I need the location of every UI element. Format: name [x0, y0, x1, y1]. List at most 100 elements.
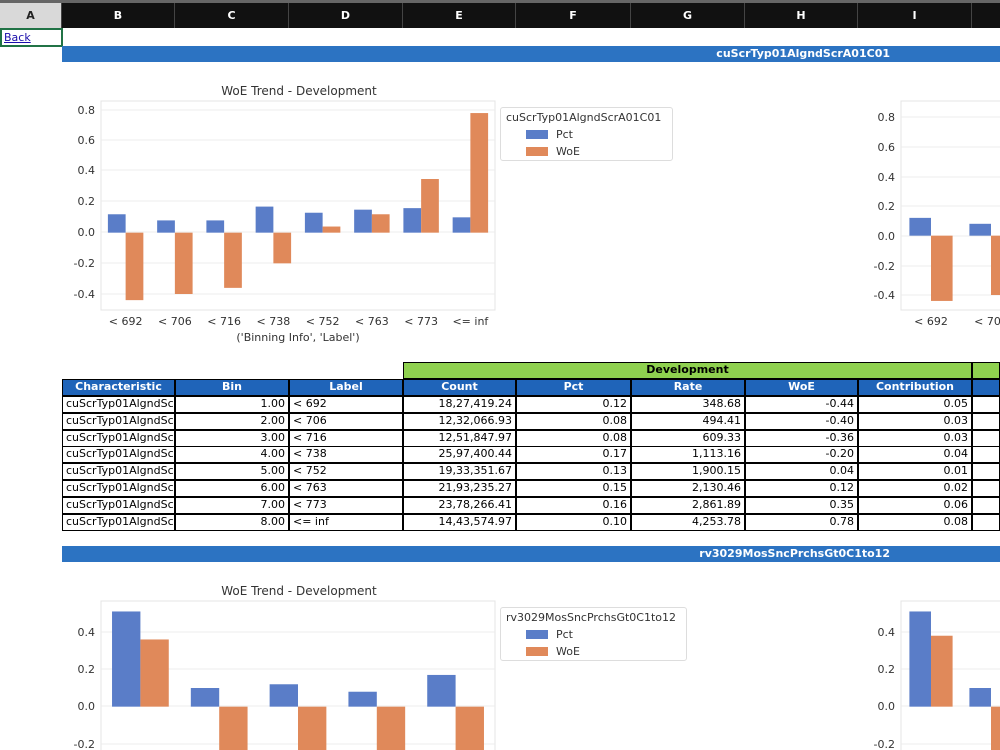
table-cell[interactable]: 0.04: [858, 446, 972, 464]
table-cell[interactable]: <= inf: [289, 513, 403, 531]
table-cell[interactable]: 21,93,235.27: [403, 480, 516, 497]
table-cell[interactable]: cuScrTyp01AlgndSc: [62, 446, 175, 464]
table-cell[interactable]: -0.44: [745, 396, 858, 413]
table-cell[interactable]: 0.17: [516, 446, 631, 464]
table-cell[interactable]: 0.16: [516, 496, 631, 514]
table-cell[interactable]: cuScrTyp01AlgndSc: [62, 513, 175, 531]
table-cell[interactable]: 6.00: [175, 480, 289, 497]
column-header-a[interactable]: A: [0, 3, 62, 28]
column-header-d[interactable]: D: [289, 3, 403, 28]
table-cell[interactable]: 0.78: [745, 513, 858, 531]
column-header-b[interactable]: B: [62, 3, 175, 28]
table-cell[interactable]: -0.40: [745, 412, 858, 430]
table-cell[interactable]: 3.00: [175, 429, 289, 447]
table-cell[interactable]: < 763: [289, 480, 403, 497]
table-cell[interactable]: [972, 480, 1000, 497]
table-cell[interactable]: 25,97,400.44: [403, 446, 516, 464]
table-cell[interactable]: 1,900.15: [631, 463, 745, 481]
table-cell[interactable]: 0.08: [516, 412, 631, 430]
table-cell[interactable]: [972, 496, 1000, 514]
table-cell[interactable]: cuScrTyp01AlgndSc: [62, 480, 175, 497]
legend-swatch: [526, 630, 548, 639]
table-cell[interactable]: 0.10: [516, 513, 631, 531]
table-cell[interactable]: < 752: [289, 463, 403, 481]
table-cell[interactable]: 2,861.89: [631, 496, 745, 514]
table-cell[interactable]: 0.02: [858, 480, 972, 497]
table-cell[interactable]: -0.20: [745, 446, 858, 464]
table-cell[interactable]: -0.36: [745, 429, 858, 447]
table-cell[interactable]: 4,253.78: [631, 513, 745, 531]
back-link[interactable]: Back: [0, 28, 63, 47]
table-cell[interactable]: 12,32,066.93: [403, 412, 516, 430]
y-tick-label: 0.4: [878, 171, 896, 184]
column-header-g[interactable]: G: [631, 3, 745, 28]
table-cell[interactable]: 7.00: [175, 496, 289, 514]
table-cell[interactable]: 0.08: [516, 429, 631, 447]
table-cell[interactable]: 18,27,419.24: [403, 396, 516, 413]
table-cell[interactable]: cuScrTyp01AlgndSc: [62, 463, 175, 481]
table-cell[interactable]: < 773: [289, 496, 403, 514]
table-cell[interactable]: 19,33,351.67: [403, 463, 516, 481]
table-cell[interactable]: 23,78,266.41: [403, 496, 516, 514]
table-cell[interactable]: 8.00: [175, 513, 289, 531]
x-tick-label: < 692: [109, 315, 143, 328]
table-cell[interactable]: 609.33: [631, 429, 745, 447]
bar-pct: [269, 684, 298, 707]
column-header-f[interactable]: F: [516, 3, 631, 28]
table-cell[interactable]: 0.13: [516, 463, 631, 481]
table-cell[interactable]: 14,43,574.97: [403, 513, 516, 531]
bar-pct: [304, 212, 323, 233]
table-cell[interactable]: < 692: [289, 396, 403, 413]
table-cell[interactable]: 0.08: [858, 513, 972, 531]
table-cell[interactable]: 5.00: [175, 463, 289, 481]
table-cell[interactable]: < 738: [289, 446, 403, 464]
table-cell[interactable]: [972, 463, 1000, 481]
legend-item-pct: Pct: [501, 126, 672, 143]
y-tick-label: 0.6: [878, 141, 896, 154]
column-header-e[interactable]: E: [403, 3, 516, 28]
y-tick-label: 0.4: [78, 164, 96, 177]
table-cell[interactable]: 0.12: [516, 396, 631, 413]
column-header-i[interactable]: I: [858, 3, 972, 28]
table-cell[interactable]: 0.05: [858, 396, 972, 413]
table-cell[interactable]: [972, 446, 1000, 464]
legend-title: cuScrTyp01AlgndScrA01C01: [506, 111, 662, 124]
table-cell[interactable]: 2,130.46: [631, 480, 745, 497]
table-cell[interactable]: 494.41: [631, 412, 745, 430]
table-cell[interactable]: 0.03: [858, 412, 972, 430]
table-cell[interactable]: 12,51,847.97: [403, 429, 516, 447]
table-cell[interactable]: 0.35: [745, 496, 858, 514]
table-cell[interactable]: 0.03: [858, 429, 972, 447]
table-cell[interactable]: [972, 412, 1000, 430]
table-cell[interactable]: 4.00: [175, 446, 289, 464]
table-cell[interactable]: cuScrTyp01AlgndSc: [62, 396, 175, 413]
table-cell[interactable]: 0.06: [858, 496, 972, 514]
column-header-c[interactable]: C: [175, 3, 289, 28]
table-cell[interactable]: 0.04: [745, 463, 858, 481]
y-tick-label: 0.4: [78, 626, 96, 639]
bar-pct: [157, 220, 175, 233]
table-cell[interactable]: 0.01: [858, 463, 972, 481]
table-cell[interactable]: [972, 396, 1000, 413]
table-cell[interactable]: 1.00: [175, 396, 289, 413]
table-header-pct: Pct: [516, 379, 631, 396]
x-tick-label: < 763: [355, 315, 389, 328]
y-tick-label: 0.2: [78, 195, 96, 208]
table-cell[interactable]: 0.15: [516, 480, 631, 497]
table-cell[interactable]: 0.12: [745, 480, 858, 497]
table-cell[interactable]: < 706: [289, 412, 403, 430]
table-cell[interactable]: cuScrTyp01AlgndSc: [62, 429, 175, 447]
table-cell[interactable]: [972, 429, 1000, 447]
table-cell[interactable]: [972, 513, 1000, 531]
bar-woe: [421, 179, 439, 233]
table-cell[interactable]: 2.00: [175, 412, 289, 430]
table-cell[interactable]: 348.68: [631, 396, 745, 413]
table-cell[interactable]: cuScrTyp01AlgndSc: [62, 412, 175, 430]
table-cell[interactable]: < 716: [289, 429, 403, 447]
y-tick-label: -0.4: [874, 289, 895, 302]
table-cell[interactable]: 1,113.16: [631, 446, 745, 464]
table-cell[interactable]: cuScrTyp01AlgndSc: [62, 496, 175, 514]
bar-pct: [348, 691, 377, 707]
column-header-h[interactable]: H: [745, 3, 858, 28]
